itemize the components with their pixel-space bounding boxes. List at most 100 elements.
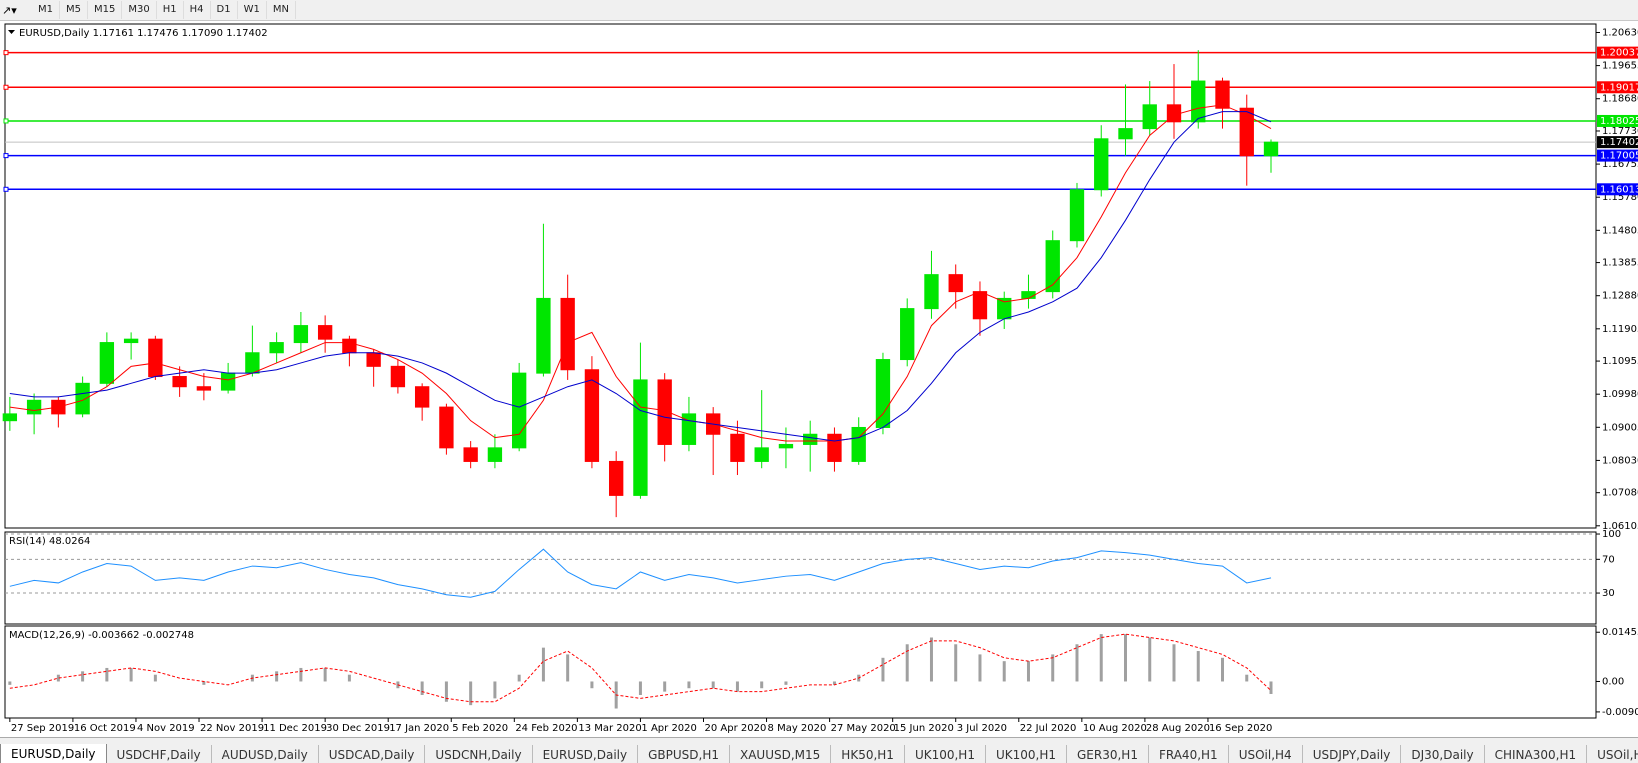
chart-tab[interactable]: CHINA300,H1 (1485, 745, 1588, 763)
candle-body (1191, 80, 1206, 123)
x-tick-label: 1 Apr 2020 (641, 723, 696, 734)
price-level-label: 1.18025 (1600, 116, 1638, 127)
chart-tab[interactable]: GBPUSD,H1 (638, 745, 730, 763)
x-tick-label: 20 Apr 2020 (704, 723, 766, 734)
candle-body (1094, 138, 1109, 191)
candle-body (293, 325, 309, 344)
x-tick-label: 15 Jun 2020 (894, 723, 954, 734)
x-tick-label: 16 Oct 2019 (74, 723, 136, 734)
price-level-tag (1597, 81, 1638, 94)
y-tick-label: 1.16755 (1602, 159, 1638, 170)
chart-tab[interactable]: EURUSD,Daily (533, 745, 639, 763)
timeframe-button[interactable]: M1 (32, 1, 60, 19)
y-tick-label: 1.14805 (1602, 225, 1638, 236)
candle-body (1045, 240, 1060, 293)
chart-tab[interactable]: DJ30,Daily (1401, 745, 1485, 763)
chart-tab[interactable]: EURUSD,Daily (0, 744, 107, 763)
candle-body (536, 297, 551, 374)
candle-body (803, 433, 818, 445)
timeframe-button[interactable]: MN (267, 1, 296, 19)
candle-body (439, 406, 454, 449)
panel-title: MACD(12,26,9) -0.003662 -0.002748 (9, 630, 194, 641)
price-level-tag (1597, 114, 1638, 127)
chart-tab[interactable]: UK100,H1 (905, 745, 986, 763)
candle-body (730, 433, 745, 462)
price-level-label: 1.20037 (1600, 48, 1638, 59)
price-level-label: 1.19017 (1600, 82, 1638, 93)
price-level-handle (3, 186, 9, 192)
rsi-line (9, 548, 1272, 598)
candle-body (609, 460, 624, 496)
price-level-tag (1597, 46, 1638, 59)
candle-body (414, 386, 430, 408)
candle-body (99, 342, 115, 384)
x-tick-label: 11 Dec 2019 (263, 723, 327, 734)
y-tick-label: 0.014556 (1602, 627, 1638, 638)
chart-tab[interactable]: XAUUSD,M15 (730, 745, 832, 763)
candle-body (584, 369, 600, 462)
x-tick-label: 22 Jul 2020 (1020, 723, 1077, 734)
candle-body (196, 386, 212, 391)
price-level-tag (1597, 183, 1638, 196)
chart-tab[interactable]: USDCHF,Daily (107, 745, 212, 763)
toolbar-icon[interactable]: ↗▾ (2, 3, 17, 17)
y-tick-label: 1.11905 (1602, 324, 1638, 335)
candle-body (245, 352, 260, 374)
y-tick-label: 30 (1602, 588, 1615, 599)
x-tick-label: 27 May 2020 (831, 723, 896, 734)
panel-frame (4, 23, 1597, 529)
y-tick-label: 1.20630 (1602, 27, 1638, 38)
chart-tab[interactable]: USDCAD,Daily (319, 745, 426, 763)
moving-average (9, 111, 1272, 442)
chart-tab[interactable]: HK50,H1 (831, 745, 905, 763)
timeframe-button[interactable]: M5 (60, 1, 88, 19)
chart-tab[interactable]: USOil,H4 (1229, 745, 1303, 763)
price-level-handle (3, 118, 9, 124)
chart-tab[interactable]: USDCNH,Daily (425, 745, 533, 763)
candle-body (754, 447, 769, 462)
chart-tab[interactable]: USOil,H (1587, 745, 1638, 763)
chart-tab[interactable]: AUDUSD,Daily (212, 745, 319, 763)
y-tick-label: 1.09005 (1602, 422, 1638, 433)
last-price-label: 1.17402 (1600, 137, 1638, 148)
timeframe-button[interactable]: D1 (211, 1, 238, 19)
candle-body (220, 372, 236, 391)
price-level-tag (1597, 149, 1638, 162)
chart-tab[interactable]: UK100,H1 (986, 745, 1067, 763)
candle-body (511, 372, 527, 449)
macd-signal-line (9, 633, 1272, 703)
chart-tab[interactable]: FRA40,H1 (1149, 745, 1229, 763)
candle-body (1021, 291, 1036, 299)
x-tick-label: 24 Feb 2020 (515, 723, 577, 734)
candle-body (948, 274, 963, 293)
timeframe-button[interactable]: H4 (184, 1, 211, 19)
x-tick-label: 22 Nov 2019 (200, 723, 264, 734)
last-price-tag (1597, 136, 1638, 149)
candle-body (172, 376, 187, 388)
x-tick-label: 30 Dec 2019 (326, 723, 390, 734)
y-tick-label: 1.07080 (1602, 488, 1638, 499)
timeframe-button[interactable]: M30 (122, 1, 157, 19)
x-tick-label: 3 Jul 2020 (957, 723, 1007, 734)
candle-body (1263, 141, 1279, 157)
timeframe-button[interactable]: M15 (88, 1, 123, 19)
price-level-handle (3, 153, 9, 159)
moving-average (9, 104, 1272, 442)
timeframe-button[interactable]: W1 (238, 1, 267, 19)
y-tick-label: 1.19655 (1602, 61, 1638, 72)
candle-body (560, 297, 575, 371)
timeframe-button[interactable]: H1 (157, 1, 184, 19)
candle-body (1215, 80, 1230, 109)
candle-body (1239, 107, 1254, 157)
price-level-handle (3, 50, 9, 56)
chart-tab[interactable]: GER30,H1 (1067, 745, 1149, 763)
candle-body (2, 413, 18, 422)
x-tick-label: 10 Aug 2020 (1083, 723, 1147, 734)
candle-body (900, 308, 915, 361)
candle-body (827, 433, 842, 462)
chart-tab[interactable]: USDJPY,Daily (1303, 745, 1402, 763)
chart-tabs: EURUSD,Daily USDCHF,Daily AUDUSD,Daily USDC… (0, 737, 1638, 763)
candle-body (75, 382, 90, 415)
menu-triangle (8, 30, 15, 34)
